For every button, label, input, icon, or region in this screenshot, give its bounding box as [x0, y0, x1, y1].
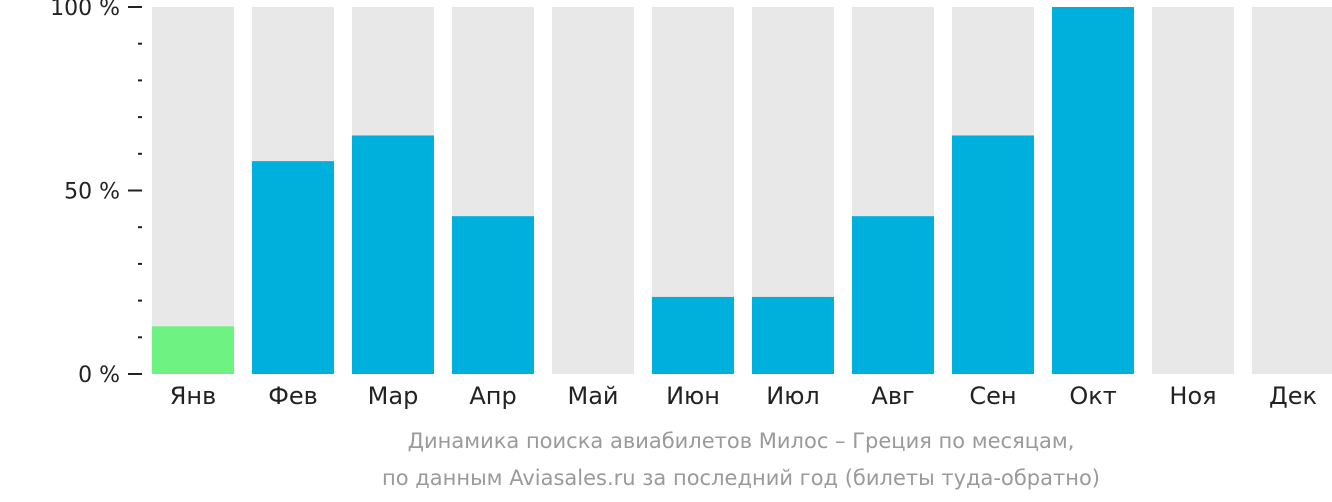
x-tick-label: Янв [170, 382, 217, 410]
y-tick-label: 0 % [78, 363, 120, 388]
x-tick-label: Фев [268, 382, 318, 410]
bar-9[interactable] [952, 135, 1034, 374]
bar-background [1152, 7, 1234, 374]
bar-10[interactable] [1052, 7, 1134, 374]
bar-8[interactable] [852, 216, 934, 374]
x-axis-labels: Янв Фев Мар Апр Май Июн Июл Авг Сен Окт Ноя Дек [170, 382, 1317, 410]
bar-background [1252, 7, 1332, 374]
x-tick-label: Сен [969, 382, 1016, 410]
x-tick-label: Май [567, 382, 618, 410]
bar-1[interactable] [152, 326, 234, 374]
bar-2[interactable] [252, 161, 334, 374]
x-tick-label: Июн [666, 382, 720, 410]
x-tick-label: Ноя [1169, 382, 1216, 410]
y-tick-label: 100 % [50, 0, 120, 21]
bar-background [152, 7, 234, 374]
bars [152, 7, 1332, 374]
x-tick-label: Апр [469, 382, 516, 410]
bar-7[interactable] [752, 296, 834, 374]
chart-caption-line-2: по данным Aviasales.ru за последний год … [382, 466, 1100, 490]
bar-3[interactable] [352, 135, 434, 374]
x-tick-label: Мар [368, 382, 419, 410]
bar-6[interactable] [652, 296, 734, 374]
x-tick-label: Дек [1269, 382, 1317, 410]
x-tick-label: Июл [766, 382, 820, 410]
y-axis: 0 % 50 % 100 % [50, 0, 142, 388]
y-tick-label: 50 % [64, 180, 120, 205]
x-tick-label: Авг [871, 382, 914, 410]
chart-caption-line-1: Динамика поиска авиабилетов Милос – Грец… [407, 429, 1075, 453]
bar-4[interactable] [452, 216, 534, 374]
x-tick-label: Окт [1069, 382, 1116, 410]
bar-background [552, 7, 634, 374]
